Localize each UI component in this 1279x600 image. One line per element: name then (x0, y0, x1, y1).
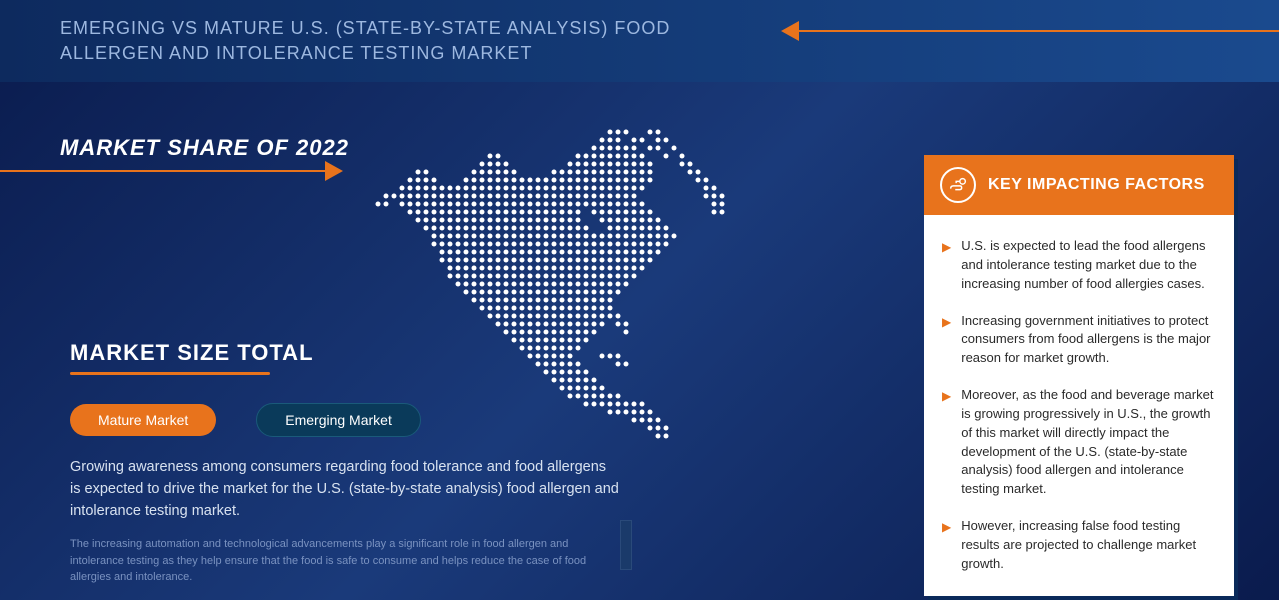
hand-key-icon (940, 167, 976, 203)
bullet-icon: ▶ (942, 388, 951, 499)
market-share-arrow-right-icon (0, 170, 325, 172)
factor-text: U.S. is expected to lead the food allerg… (961, 237, 1216, 294)
factor-item: ▶ Moreover, as the food and beverage mar… (942, 386, 1216, 499)
factor-item: ▶ U.S. is expected to lead the food alle… (942, 237, 1216, 294)
header-bar: EMERGING VS MATURE U.S. (STATE-BY-STATE … (0, 0, 1279, 82)
factors-list: ▶ U.S. is expected to lead the food alle… (924, 215, 1234, 596)
factor-item: ▶ However, increasing false food testing… (942, 517, 1216, 574)
market-share-heading: MARKET SHARE OF 2022 (60, 135, 349, 161)
side-accent-bar-icon (620, 520, 632, 570)
bullet-icon: ▶ (942, 314, 951, 369)
bullet-icon: ▶ (942, 519, 951, 574)
key-factors-sidebar: KEY IMPACTING FACTORS ▶ U.S. is expected… (924, 155, 1234, 596)
sidebar-header: KEY IMPACTING FACTORS (924, 155, 1234, 215)
mature-market-pill: Mature Market (70, 404, 216, 436)
market-size-section: MARKET SIZE TOTAL Mature Market Emerging… (70, 340, 620, 586)
market-small-text: The increasing automation and technologi… (70, 536, 590, 586)
factor-text: Moreover, as the food and beverage marke… (961, 386, 1216, 499)
sidebar-title: KEY IMPACTING FACTORS (988, 176, 1205, 194)
factor-text: Increasing government initiatives to pro… (961, 312, 1216, 369)
factor-text: However, increasing false food testing r… (961, 517, 1216, 574)
bullet-icon: ▶ (942, 239, 951, 294)
market-size-heading: MARKET SIZE TOTAL (70, 340, 620, 366)
factor-item: ▶ Increasing government initiatives to p… (942, 312, 1216, 369)
header-arrow-left-icon (799, 30, 1279, 32)
emerging-market-pill: Emerging Market (256, 403, 421, 437)
market-pill-group: Mature Market Emerging Market (70, 403, 620, 437)
page-title: EMERGING VS MATURE U.S. (STATE-BY-STATE … (60, 16, 680, 66)
heading-underline-icon (70, 372, 270, 375)
market-body-text: Growing awareness among consumers regard… (70, 457, 620, 522)
